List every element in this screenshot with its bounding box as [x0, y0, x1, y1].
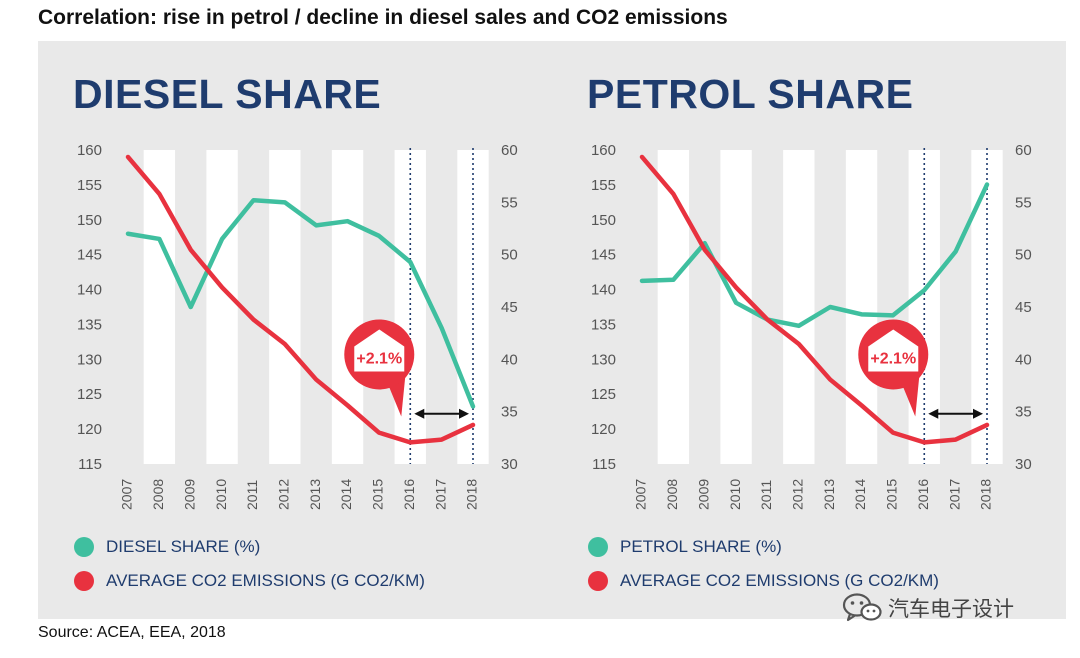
y-left-tick-label: 160: [591, 142, 616, 159]
legend-dot-co2: [74, 571, 94, 591]
wechat-icon: [842, 592, 882, 624]
grid-stripe: [206, 150, 237, 464]
y-left-tick-label: 115: [592, 456, 616, 473]
legend-item-petrol-share: PETROL SHARE (%): [588, 535, 782, 559]
y-right-tick-label: 45: [1015, 299, 1032, 316]
y-right-tick-label: 55: [1015, 194, 1032, 211]
y-left-tick-label: 130: [77, 351, 102, 368]
watermark-text: 汽车电子设计: [888, 593, 1014, 623]
y-left-tick-label: 160: [77, 142, 102, 159]
x-tick-label: 2010: [213, 479, 229, 510]
y-left-tick-label: 125: [591, 386, 616, 403]
y-left-tick-label: 155: [77, 177, 102, 194]
grid-stripe: [783, 150, 814, 464]
petrol-share-chart: 160 155 150 145 140 135 130 125 120 115 60 55 50 45 40…: [552, 41, 1066, 521]
y-right-tick-label: 60: [501, 142, 518, 159]
x-tick-label: 2012: [790, 479, 806, 510]
x-tick-label: 2015: [884, 479, 900, 510]
source-note: Source: ACEA, EEA, 2018: [38, 624, 226, 642]
petrol-share-panel: PETROL SHARE 160 155 150 145 140 135 130 125 120…: [552, 41, 1066, 619]
x-tick-label: 2016: [401, 479, 417, 510]
y-right-tick-label: 35: [1015, 404, 1032, 421]
legend-item-co2: AVERAGE CO2 EMISSIONS (G CO2/KM): [74, 569, 425, 593]
y-left-tick-label: 150: [77, 212, 102, 229]
y-left-tick-label: 150: [591, 212, 616, 229]
y-right-tick-label: 50: [1015, 247, 1032, 264]
y-right-tick-label: 40: [1015, 351, 1032, 368]
x-tick-label: 2011: [758, 480, 774, 510]
y-right-tick-label: 45: [501, 299, 518, 316]
grid-stripe: [269, 150, 300, 464]
x-tick-label: 2009: [695, 479, 711, 510]
y-right-tick-label: 30: [501, 456, 518, 473]
y-right-tick-label: 35: [501, 404, 518, 421]
x-tick-label: 2017: [946, 479, 962, 510]
x-tick-label: 2009: [181, 479, 197, 510]
badge-label: +2.1%: [870, 350, 916, 367]
x-tick-label: 2012: [276, 479, 292, 510]
x-tick-label: 2007: [119, 479, 135, 510]
y-left-tick-label: 155: [591, 177, 616, 194]
legend-dot-co2: [588, 571, 608, 591]
x-tick-label: 2013: [821, 479, 837, 510]
y-left-tick-label: 135: [77, 316, 102, 333]
legend-dot-share: [74, 537, 94, 557]
x-tick-label: 2018: [464, 479, 480, 510]
x-tick-label: 2007: [633, 479, 649, 510]
watermark: 汽车电子设计: [842, 592, 1014, 624]
x-tick-label: 2015: [370, 479, 386, 510]
y-left-tick-label: 120: [591, 421, 616, 438]
legend-item-co2: AVERAGE CO2 EMISSIONS (G CO2/KM): [588, 569, 939, 593]
y-left-tick-label: 140: [591, 282, 616, 299]
legend-label: DIESEL SHARE (%): [106, 537, 260, 557]
x-tick-label: 2018: [978, 479, 994, 510]
x-tick-label: 2011: [244, 480, 260, 510]
y-right-tick-label: 60: [1015, 142, 1032, 159]
y-left-tick-label: 145: [591, 247, 616, 264]
y-left-tick-label: 125: [77, 386, 102, 403]
x-tick-label: 2008: [150, 479, 166, 510]
badge-label: +2.1%: [356, 350, 402, 367]
legend-label: PETROL SHARE (%): [620, 537, 782, 557]
legend-dot-share: [588, 537, 608, 557]
legend-item-diesel-share: DIESEL SHARE (%): [74, 535, 260, 559]
diesel-share-panel: DIESEL SHARE 160 155 150 145 140 135 130 125 120…: [38, 41, 552, 619]
y-left-tick-label: 140: [77, 282, 102, 299]
y-right-tick-label: 30: [1015, 456, 1032, 473]
legend-label: AVERAGE CO2 EMISSIONS (G CO2/KM): [620, 571, 939, 591]
x-tick-label: 2008: [664, 479, 680, 510]
y-right-tick-label: 50: [501, 247, 518, 264]
diesel-share-chart: 160 155 150 145 140 135 130 125 120 115 60 55 50 45 40…: [38, 41, 552, 521]
legend-label: AVERAGE CO2 EMISSIONS (G CO2/KM): [106, 571, 425, 591]
x-tick-label: 2014: [338, 479, 354, 510]
x-tick-label: 2013: [307, 479, 323, 510]
x-tick-label: 2010: [727, 479, 743, 510]
y-right-tick-label: 55: [501, 194, 518, 211]
x-tick-label: 2017: [432, 479, 448, 510]
y-right-tick-label: 40: [501, 351, 518, 368]
y-left-tick-label: 115: [78, 456, 102, 473]
y-left-tick-label: 120: [77, 421, 102, 438]
y-left-tick-label: 135: [591, 316, 616, 333]
y-left-tick-label: 130: [591, 351, 616, 368]
y-left-tick-label: 145: [77, 247, 102, 264]
x-tick-label: 2014: [852, 479, 868, 510]
figure-title: Correlation: rise in petrol / decline in…: [38, 6, 728, 30]
x-tick-label: 2016: [915, 479, 931, 510]
